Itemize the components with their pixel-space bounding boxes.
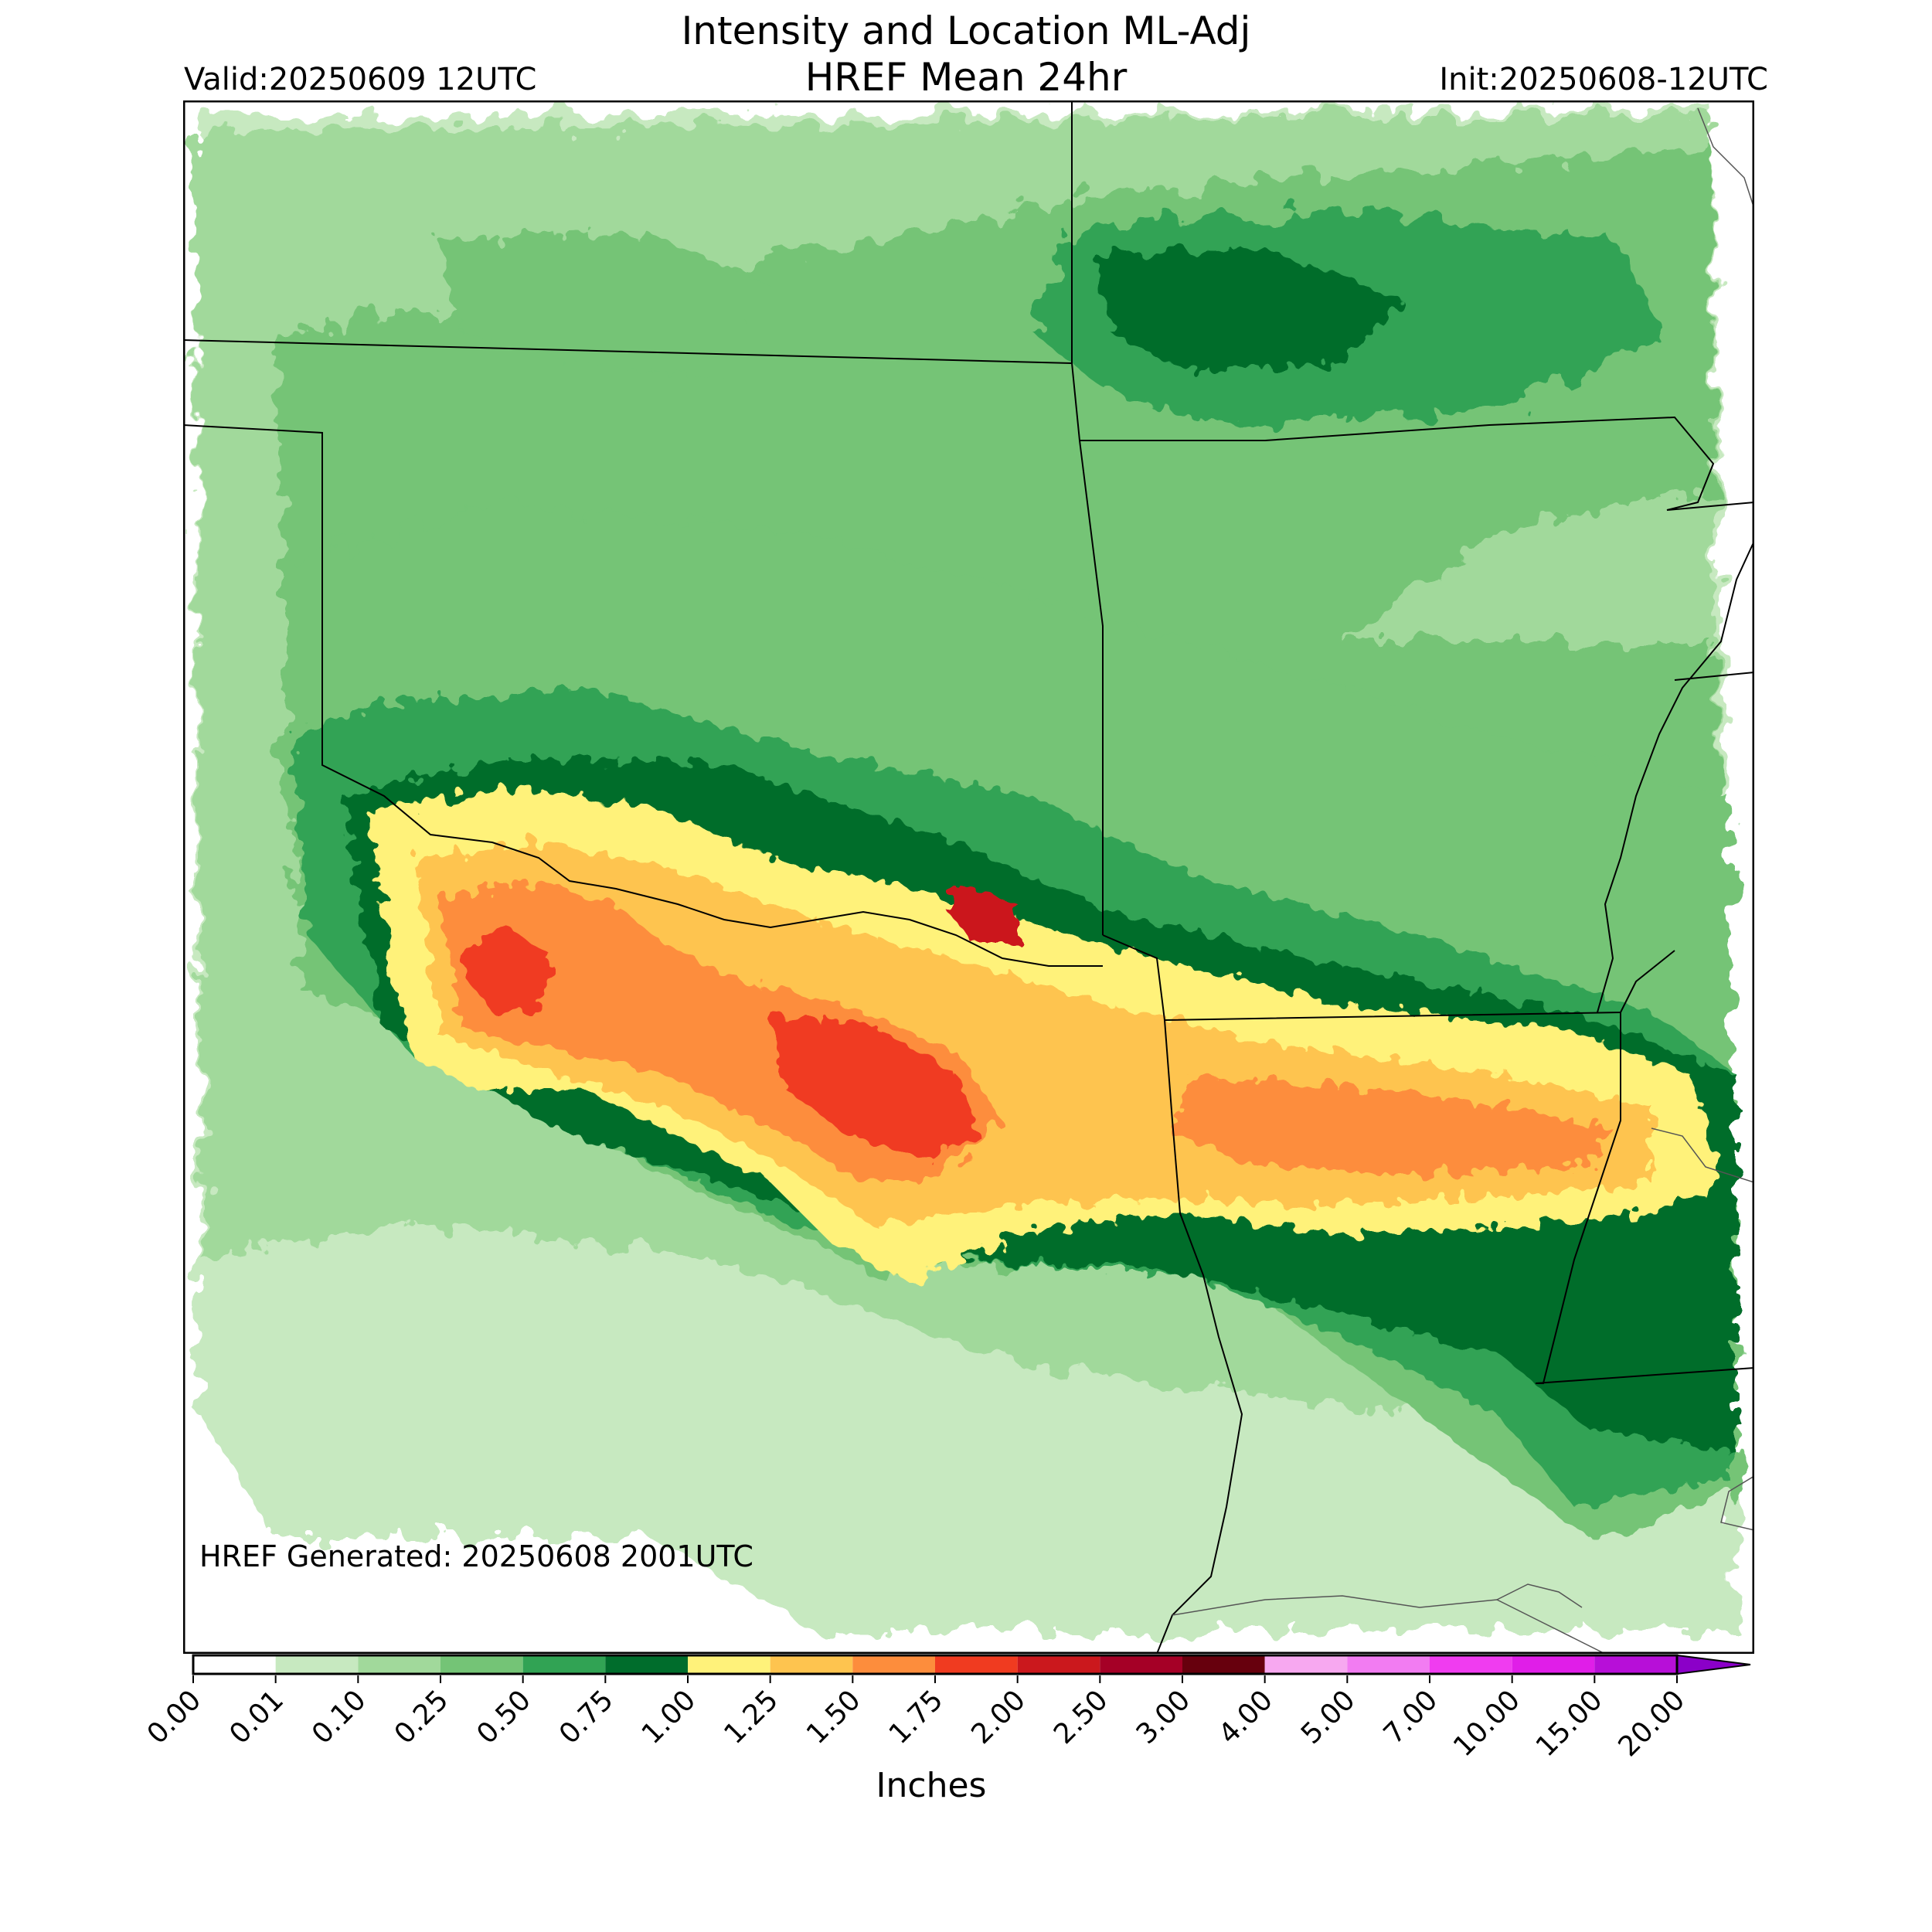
colorbar-segment bbox=[358, 1655, 440, 1674]
coastline bbox=[1172, 107, 1754, 1654]
precip-field-heavy bbox=[369, 788, 1721, 1283]
colorbar-segment bbox=[1594, 1655, 1677, 1674]
colorbar-tick-label: 0.01 bbox=[223, 1684, 290, 1750]
title-line-1: Intensity and Location ML-Adj bbox=[681, 9, 1251, 53]
colorbar bbox=[192, 1654, 1751, 1675]
colorbar-tick-label: 0.75 bbox=[553, 1684, 620, 1750]
precipitation-map bbox=[183, 100, 1754, 1654]
colorbar-tick-label: 4.00 bbox=[1213, 1684, 1279, 1750]
colorbar-segment bbox=[1430, 1655, 1512, 1674]
colorbar-segment bbox=[1264, 1655, 1348, 1674]
colorbar-outline bbox=[192, 1654, 1679, 1675]
colorbar-tick-label: 5.00 bbox=[1295, 1684, 1362, 1750]
colorbar-segment bbox=[852, 1655, 935, 1674]
colorbar-segment bbox=[935, 1655, 1018, 1674]
colorbar-segment bbox=[770, 1655, 853, 1674]
colorbar-segment bbox=[440, 1655, 523, 1674]
valid-time-label: Valid:20250609 12UTC bbox=[184, 62, 537, 97]
colorbar-segment bbox=[1347, 1655, 1430, 1674]
colorbar-tick-label: 10.00 bbox=[1447, 1684, 1526, 1763]
colorbar-tick-label: 1.50 bbox=[801, 1684, 867, 1750]
colorbar-tick-label: 2.00 bbox=[965, 1684, 1032, 1750]
colorbar-tick-label: 1.00 bbox=[636, 1684, 702, 1750]
colorbar-segment bbox=[1017, 1655, 1100, 1674]
colorbar-tick-label: 0.25 bbox=[389, 1684, 455, 1750]
colorbar-tick-label: 20.00 bbox=[1612, 1684, 1691, 1763]
colorbar-unit-label: Inches bbox=[876, 1766, 987, 1805]
colorbar-ticks: 0.00 0.01 0.10 0.25 0.50 0.75 1.00 1.25 1.50 1.75… bbox=[141, 1675, 1691, 1763]
colorbar-tick-label: 0.10 bbox=[306, 1684, 372, 1750]
colorbar-segment bbox=[193, 1655, 276, 1674]
colorbar-segment bbox=[275, 1655, 359, 1674]
title-line-2: HREF Mean 24hr bbox=[804, 55, 1128, 100]
colorbar-segment bbox=[605, 1655, 688, 1674]
colorbar-segment bbox=[688, 1655, 770, 1674]
generated-timestamp: HREF Generated: 20250608 2001UTC bbox=[199, 1539, 753, 1573]
colorbar-segment bbox=[1182, 1655, 1265, 1674]
state-boundaries bbox=[183, 100, 1754, 1654]
colorbar-tick-label: 15.00 bbox=[1530, 1684, 1609, 1763]
colorbar-tick-label: 7.00 bbox=[1378, 1684, 1444, 1750]
init-time-label: Init:20250608-12UTC bbox=[1439, 62, 1768, 97]
colorbar-segment bbox=[1512, 1655, 1595, 1674]
colorbar-tick-label: 3.00 bbox=[1131, 1684, 1197, 1750]
colorbar-tick-label: 0.00 bbox=[141, 1684, 208, 1750]
colorbar-tick-label: 0.50 bbox=[471, 1684, 537, 1750]
colorbar-tick-label: 1.75 bbox=[883, 1684, 950, 1750]
map-frame bbox=[183, 100, 1754, 1654]
colorbar-tick-label: 2.50 bbox=[1048, 1684, 1114, 1750]
colorbar-segment bbox=[522, 1655, 606, 1674]
colorbar-segment bbox=[1100, 1655, 1182, 1674]
colorbar-tick-label: 1.25 bbox=[718, 1684, 784, 1750]
